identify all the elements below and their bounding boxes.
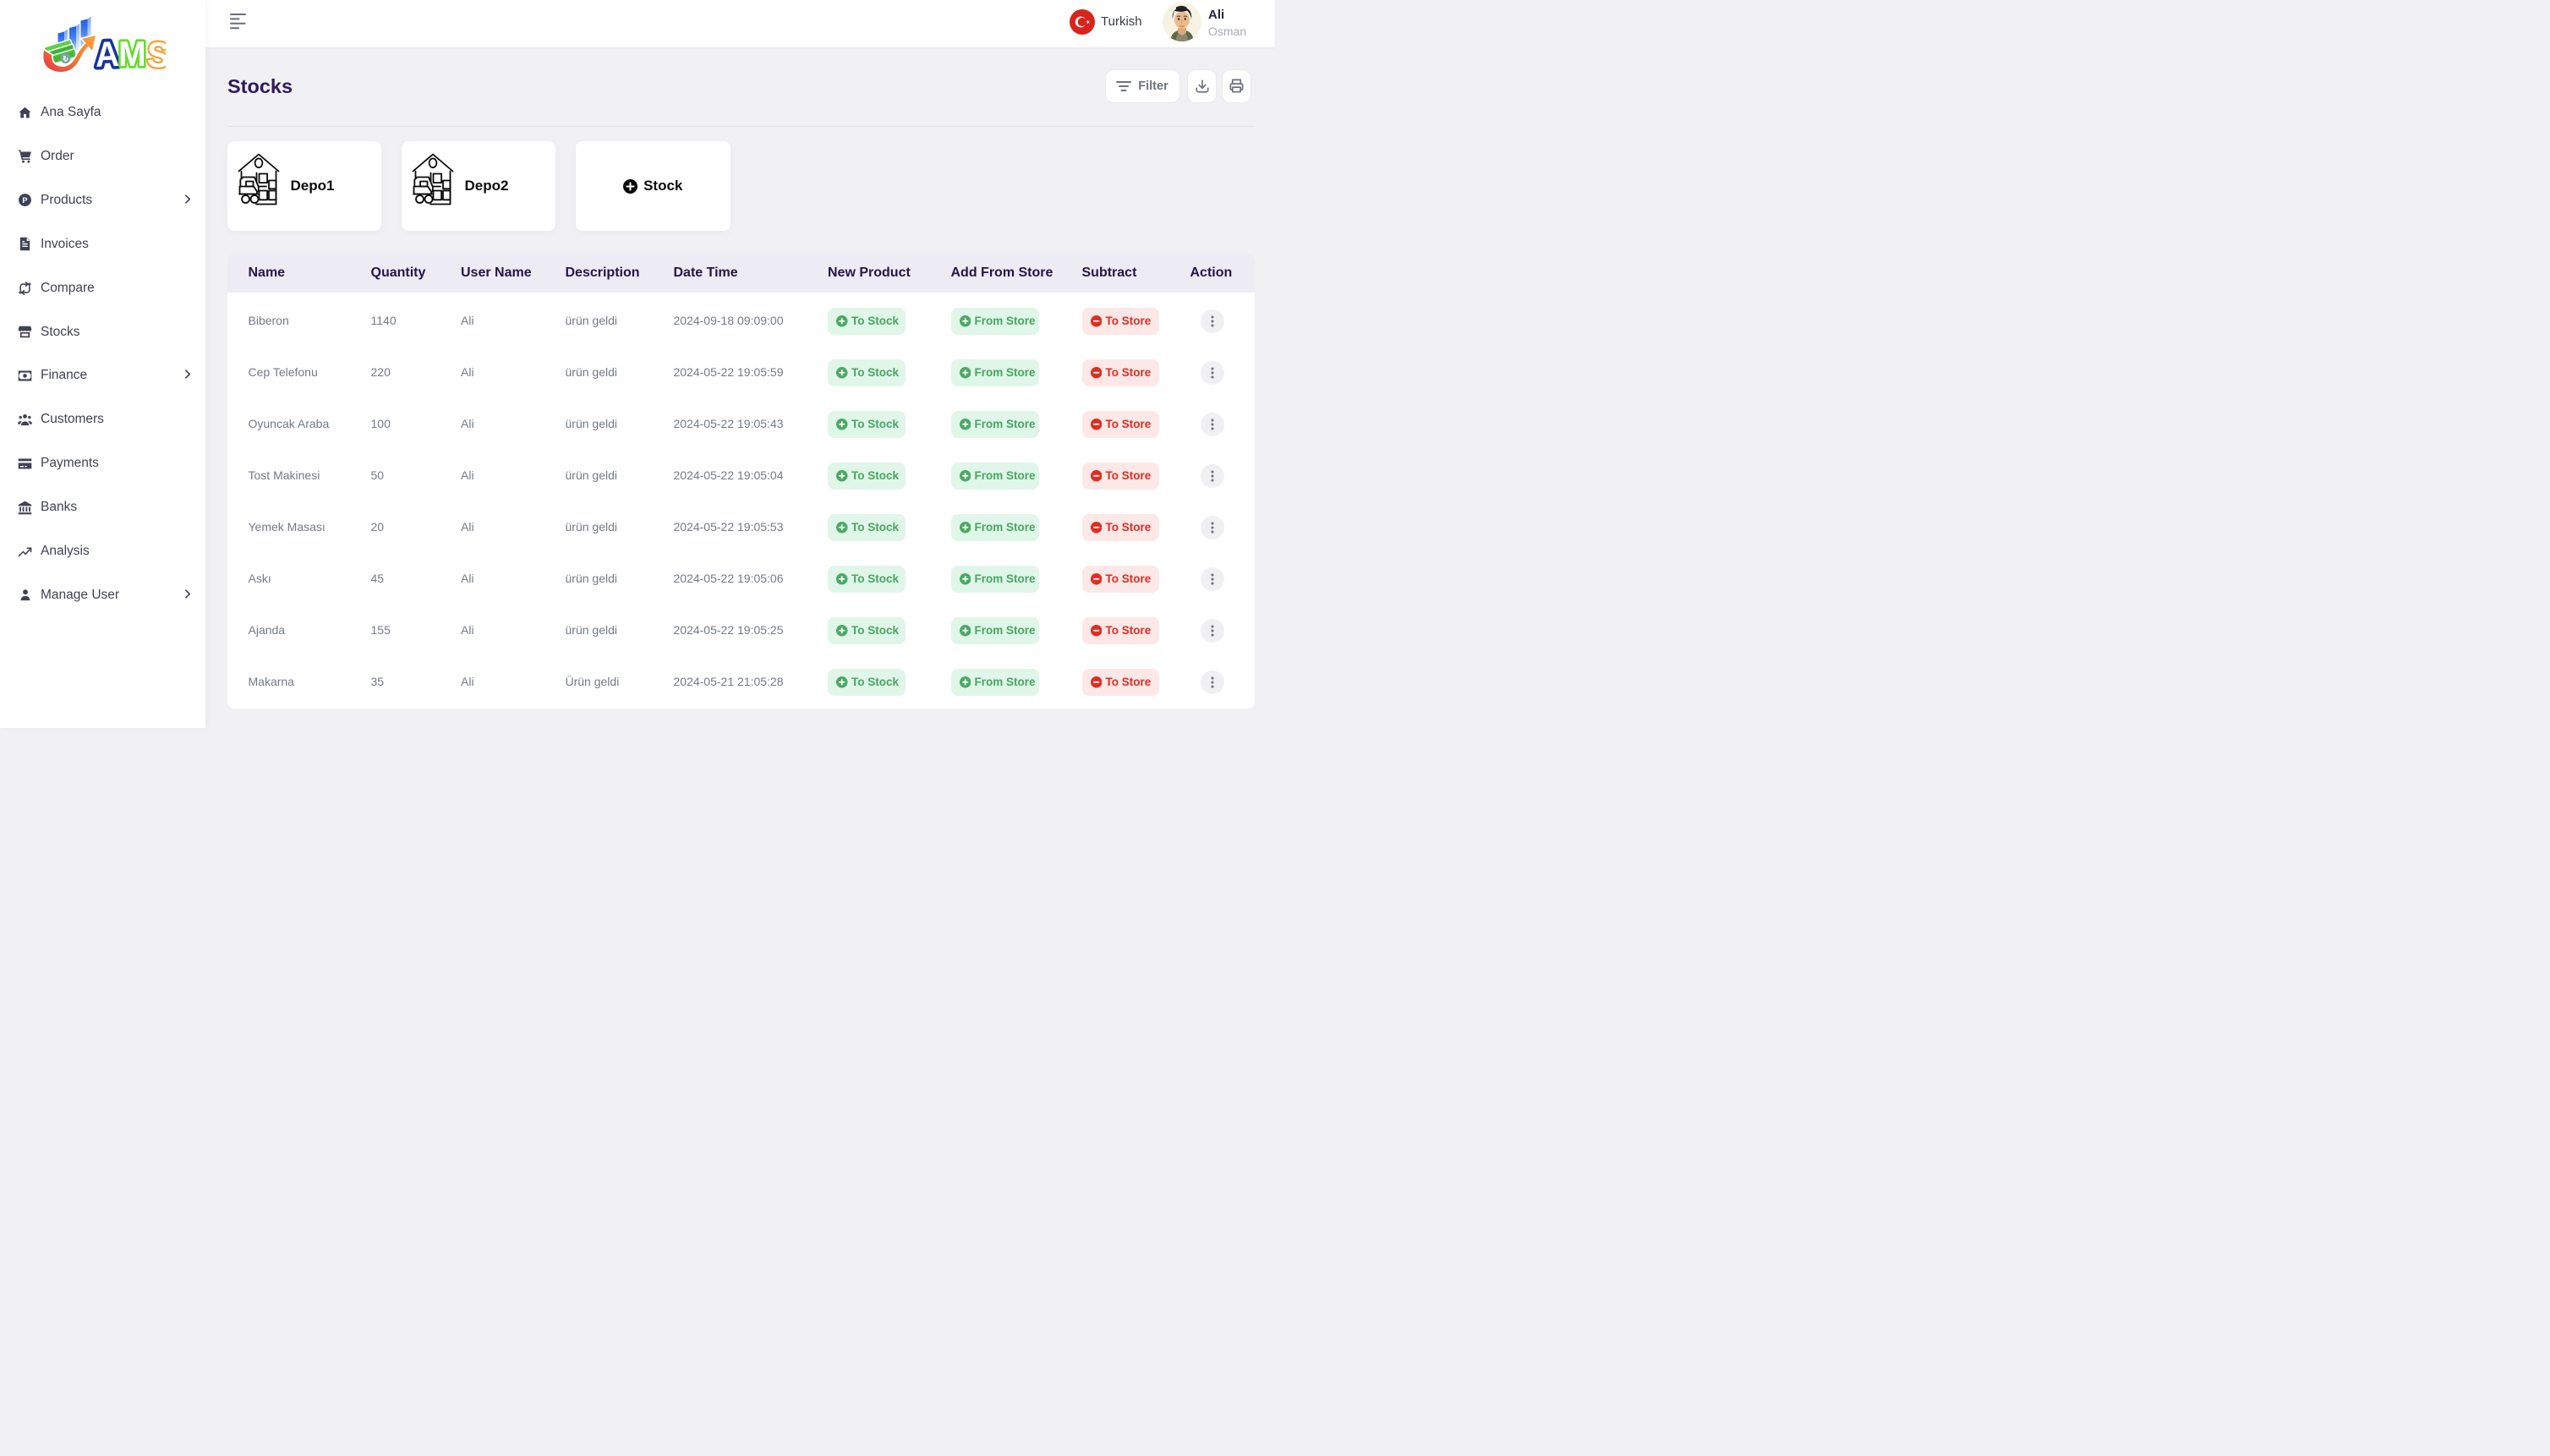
svg-text:M: M xyxy=(118,34,145,74)
svg-text:S: S xyxy=(146,34,166,75)
svg-text:P: P xyxy=(22,196,27,205)
svg-text:₺: ₺ xyxy=(62,54,70,65)
svg-text:A: A xyxy=(95,34,119,75)
